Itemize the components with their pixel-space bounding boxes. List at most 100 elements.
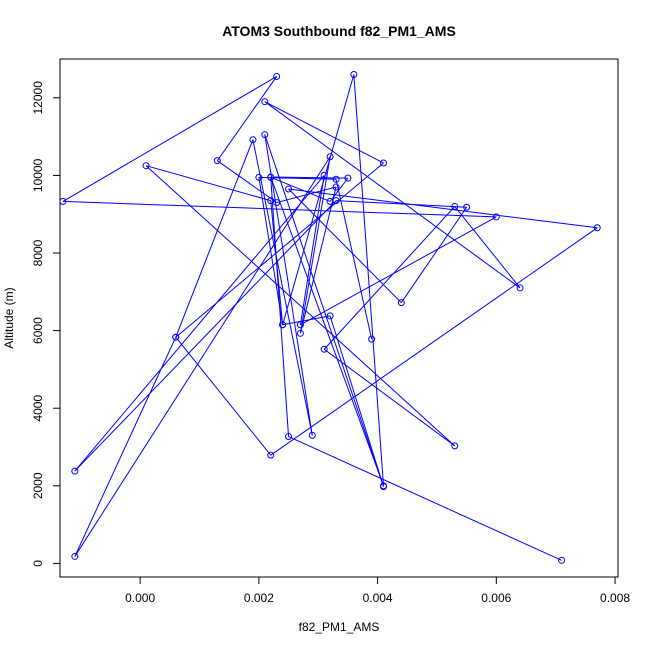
series-segment (299, 186, 337, 334)
data-point (332, 183, 340, 191)
series-segment (264, 134, 313, 436)
data-point (368, 335, 376, 343)
y-axis: 0 2000 4000 6000 8000 10000 12000 (31, 81, 61, 567)
series-segment (400, 206, 468, 303)
y-tick-label: 8000 (31, 239, 45, 266)
data-series (59, 71, 601, 564)
series-segment (264, 134, 384, 487)
series-segment (175, 162, 384, 338)
data-point (261, 131, 269, 139)
series-segment (335, 179, 373, 340)
data-point (285, 433, 293, 441)
data-point (320, 171, 328, 179)
series-segment (74, 156, 331, 557)
data-point (267, 197, 275, 205)
data-point (558, 556, 566, 564)
data-point (255, 173, 263, 181)
series-segment (145, 165, 456, 447)
data-point (142, 162, 150, 170)
series-segment (454, 206, 521, 289)
series-segment (336, 200, 467, 208)
series-segment (175, 139, 254, 338)
series-segment (329, 177, 349, 202)
series-segment (62, 76, 277, 202)
series-segment (329, 315, 384, 487)
x-tick-label: 0.000 (125, 591, 155, 605)
data-point (273, 199, 281, 207)
series-segment (74, 175, 325, 472)
data-point (380, 483, 388, 491)
series-segment (270, 176, 384, 486)
data-point (451, 202, 459, 210)
data-point (326, 312, 334, 320)
data-point (71, 552, 79, 560)
data-point (213, 157, 221, 165)
series-segment (252, 139, 313, 436)
series-segment (288, 436, 562, 561)
data-point (332, 197, 340, 205)
series-segment (300, 216, 497, 326)
y-tick-label: 12000 (31, 81, 45, 115)
data-point (516, 284, 524, 292)
series-segment (74, 200, 337, 472)
x-tick-label: 0.004 (363, 591, 393, 605)
series-segment (299, 156, 331, 334)
data-point (593, 224, 601, 232)
series-segment (270, 227, 598, 456)
data-point (261, 98, 269, 106)
series-segment (264, 101, 384, 164)
data-point (296, 321, 304, 329)
series-segment (145, 165, 271, 202)
data-point (380, 159, 388, 167)
series-segment (74, 336, 177, 557)
series-segment (288, 188, 402, 304)
series-segment (270, 176, 348, 179)
x-axis-label: f82_PM1_AMS (299, 620, 380, 634)
data-point (267, 451, 275, 459)
series-segment (282, 315, 331, 326)
series-segment (217, 160, 277, 203)
series-segment (282, 74, 355, 325)
data-point (492, 213, 500, 221)
plot-frame (59, 58, 619, 578)
data-point (279, 321, 287, 329)
series-segment (264, 101, 521, 289)
series-segment (323, 348, 456, 447)
data-point (296, 329, 304, 337)
data-point (172, 333, 180, 341)
series-segment (216, 76, 278, 161)
data-point (249, 136, 257, 144)
data-point (344, 174, 352, 182)
y-tick-label: 4000 (31, 395, 45, 422)
series-segment (353, 74, 385, 486)
data-point (273, 72, 281, 80)
data-point (59, 197, 67, 205)
data-point (463, 203, 471, 211)
data-point (285, 185, 293, 193)
data-point (350, 71, 358, 79)
data-point (267, 173, 275, 181)
data-point (320, 345, 328, 353)
x-tick-label: 0.006 (481, 591, 511, 605)
y-tick-label: 0 (31, 560, 45, 567)
series-segment (288, 188, 598, 229)
series-segment (299, 175, 325, 325)
x-tick-label: 0.002 (244, 591, 274, 605)
data-point (71, 467, 79, 475)
series-segment (175, 336, 272, 456)
y-tick-label: 2000 (31, 472, 45, 499)
series-segment (62, 200, 497, 218)
x-axis: 0.000 0.002 0.004 0.006 0.008 (125, 576, 630, 605)
data-point (332, 175, 340, 183)
series-segment (323, 206, 456, 350)
data-point (308, 431, 316, 439)
series-segment (258, 177, 284, 325)
x-tick-label: 0.008 (600, 591, 630, 605)
series-segment (258, 176, 337, 180)
chart-title: ATOM3 Southbound f82_PM1_AMS (222, 23, 456, 39)
y-axis-label: Altitude (m) (2, 287, 16, 348)
y-tick-label: 6000 (31, 317, 45, 344)
y-tick-label: 10000 (31, 158, 45, 192)
data-point (397, 299, 405, 307)
